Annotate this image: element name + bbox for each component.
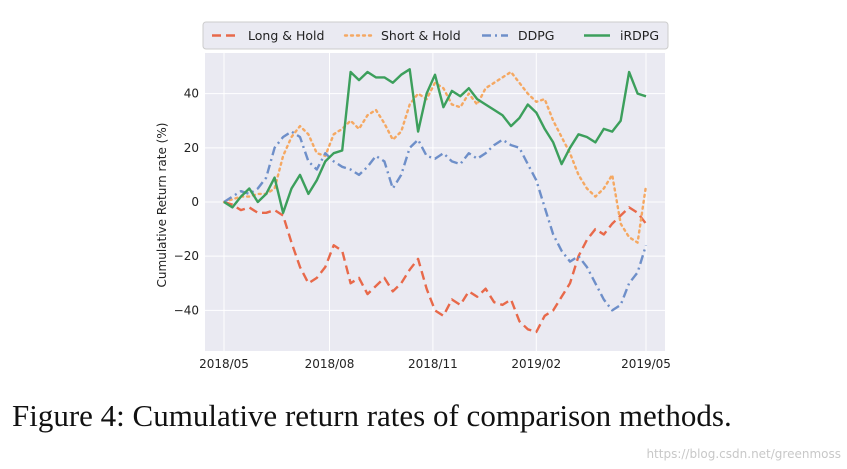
legend: Long & Hold Short & Hold DDPG iRDPG: [202, 21, 669, 50]
series-line-irdpg: [223, 68, 647, 215]
series-line-short-hold: [222, 70, 648, 244]
x-axis: 2018/05 2018/08 2018/11 2019/02 2019/05: [199, 357, 671, 371]
y-axis-label: Cumulative Return rate (%): [155, 123, 169, 288]
figure-caption: Figure 4: Cumulative return rates of com…: [12, 398, 732, 433]
legend-label-irdpg: iRDPG: [620, 28, 659, 43]
x-tick-label: 2019/05: [621, 357, 671, 371]
plot-area: [205, 53, 665, 351]
watermark: https://blog.csdn.net/greenmoss: [646, 447, 841, 461]
x-tick-label: 2018/08: [305, 357, 355, 371]
y-axis: −40 −20 0 20 40: [174, 87, 199, 318]
y-tick-label: −20: [174, 249, 199, 263]
x-tick-label: 2018/11: [408, 357, 458, 371]
series-line-ddpg: [223, 130, 648, 312]
y-tick-label: 0: [191, 195, 199, 209]
x-tick-label: 2018/05: [199, 357, 249, 371]
y-tick-label: 20: [184, 141, 199, 155]
y-tick-label: −40: [174, 303, 199, 317]
x-tick-label: 2019/02: [511, 357, 561, 371]
y-tick-label: 40: [184, 87, 199, 101]
legend-label-long-hold: Long & Hold: [248, 28, 324, 43]
series-line-long-hold: [223, 200, 647, 334]
series-lines: [222, 68, 648, 334]
legend-box: [202, 21, 669, 50]
legend-label-short-hold: Short & Hold: [381, 28, 461, 43]
legend-label-ddpg: DDPG: [518, 28, 554, 43]
